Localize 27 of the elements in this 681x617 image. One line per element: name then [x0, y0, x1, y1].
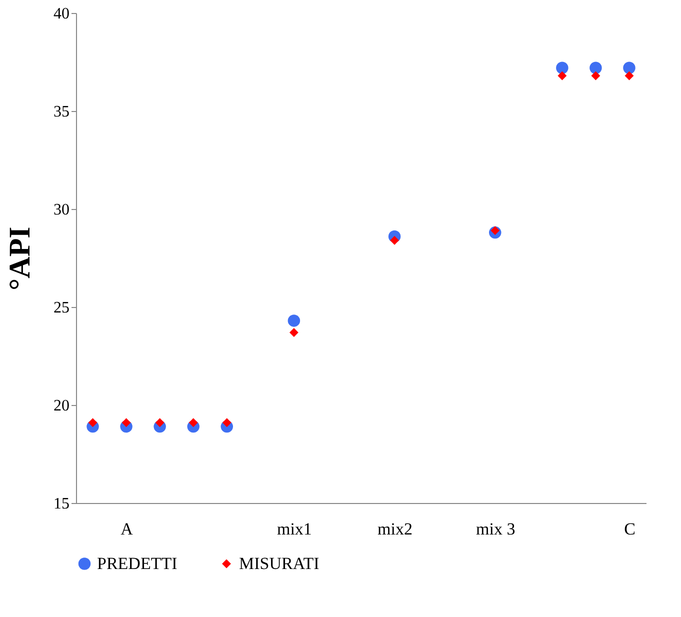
point	[88, 418, 98, 428]
y-tick-label: 15	[54, 496, 70, 512]
point	[590, 62, 602, 74]
x-tick-label: mix 3	[476, 520, 516, 538]
point	[556, 62, 568, 74]
point	[591, 71, 600, 80]
point	[188, 418, 198, 428]
point	[155, 418, 164, 428]
x-tick-label: mix1	[276, 520, 312, 538]
point	[122, 418, 131, 428]
y-tick-label: 20	[54, 398, 70, 414]
y-tick-label: 25	[54, 300, 70, 316]
x-tick-label: mix2	[378, 520, 413, 538]
y-tick-label: 40	[54, 6, 70, 22]
point	[558, 71, 567, 80]
legend-label: MISURATI	[239, 554, 320, 573]
x-tick-label: C	[624, 520, 636, 538]
y-tick-label: 35	[54, 104, 70, 120]
y-axis-title: °API	[4, 226, 36, 290]
point	[289, 328, 298, 337]
x-tick-label: A	[120, 520, 134, 538]
point	[624, 71, 634, 80]
point	[222, 418, 232, 428]
y-tick-label: 30	[54, 202, 70, 218]
point	[288, 314, 300, 327]
point	[623, 62, 636, 74]
legend-label: PREDETTI	[97, 554, 178, 573]
